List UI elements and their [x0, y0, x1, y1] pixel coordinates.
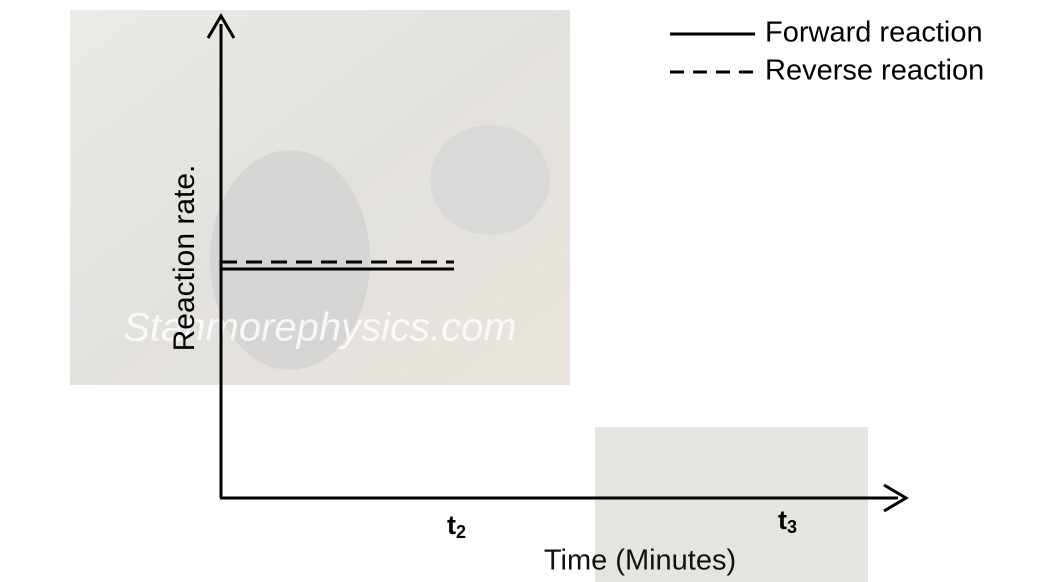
- tick-subscript: 2: [456, 522, 466, 542]
- x-axis-label: Time (Minutes): [544, 545, 736, 577]
- y-axis-label: Reaction rate.: [168, 165, 201, 352]
- diagram: Stanmorephysics.com Forward reaction Rev…: [0, 0, 1043, 582]
- legend-label: Reverse reaction: [765, 55, 984, 87]
- tick-subscript: 3: [787, 517, 797, 537]
- legend-label: Forward reaction: [765, 17, 983, 49]
- photo-plant: [430, 125, 550, 235]
- tick-letter: t: [447, 510, 456, 540]
- tick-label: t2: [447, 510, 466, 542]
- tick-letter: t: [778, 505, 787, 535]
